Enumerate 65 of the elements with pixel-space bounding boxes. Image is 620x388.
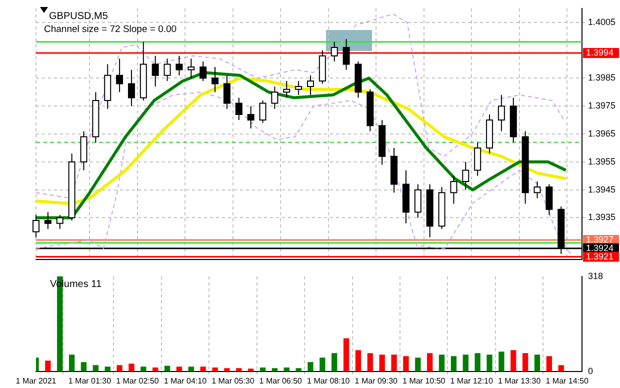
y-tick-label: 1.3945 <box>588 184 616 194</box>
y-tick-label: 318 <box>588 270 604 281</box>
bar <box>474 353 480 372</box>
bar <box>450 356 457 372</box>
bar <box>296 368 302 372</box>
bar <box>176 366 182 372</box>
x-tick-label: 1 Mar 02:50 <box>116 376 160 386</box>
ref-line-label: 1.3994 <box>586 48 614 58</box>
bar <box>522 353 528 372</box>
bar <box>546 356 552 372</box>
bar <box>68 354 75 372</box>
bar <box>427 353 433 372</box>
annotation: Channel size = 72 Slope = 0.00 <box>44 24 177 36</box>
bar <box>486 354 492 372</box>
bar <box>140 366 146 372</box>
bar <box>188 366 194 372</box>
x-tick-label: 1 Mar 04:10 <box>164 376 208 386</box>
bar <box>462 354 468 372</box>
bar <box>92 365 98 372</box>
y-tick-label: 1.3955 <box>588 156 616 166</box>
bar <box>308 362 314 372</box>
x-tick-label: 1 Mar 12:10 <box>450 376 494 386</box>
bar <box>558 365 564 372</box>
x-tick-label: 1 Mar 2021 <box>16 376 57 386</box>
line-series <box>36 13 565 199</box>
chart-title: GBPUSD,M5 <box>49 11 108 22</box>
bar <box>116 365 122 372</box>
ref-line-label: 1.3924 <box>586 242 614 253</box>
y-tick-label: 1.3965 <box>588 128 616 138</box>
bar <box>104 366 110 372</box>
x-tick-label: 1 Mar 08:10 <box>307 376 350 386</box>
y-tick-label: 1.3975 <box>588 100 616 111</box>
bar <box>332 353 338 372</box>
x-tick-label: 1 Mar 10:50 <box>402 376 446 386</box>
bar <box>200 366 206 372</box>
x-tick-label: 1 Mar 05:30 <box>212 376 255 386</box>
bar <box>415 358 421 372</box>
bar <box>510 350 516 372</box>
bar <box>343 338 350 372</box>
y-tick-label: 0 <box>588 366 594 376</box>
x-tick-label: 1 Mar 01:30 <box>68 376 112 386</box>
ref-line-label: 1.3921 <box>586 251 614 262</box>
bar <box>320 358 326 372</box>
bar <box>534 354 540 372</box>
x-tick-label: 1 Mar 06:50 <box>259 376 303 386</box>
bar <box>438 354 445 372</box>
bar <box>403 356 409 372</box>
ref-line-label: 1.3927 <box>586 234 614 245</box>
bar <box>355 350 362 372</box>
x-tick-label: 1 Mar 09:30 <box>354 376 398 386</box>
bar <box>498 352 504 372</box>
bar <box>367 353 373 372</box>
bar <box>391 354 397 372</box>
y-tick-label: 1.3985 <box>588 72 616 83</box>
y-tick-label: 1.3935 <box>588 212 616 222</box>
bar <box>212 367 218 372</box>
bar <box>45 360 51 372</box>
bar <box>224 368 230 372</box>
x-tick-label: 1 Mar 14:50 <box>546 376 589 386</box>
bar <box>379 354 385 372</box>
y-tick-label: 1.4005 <box>588 16 616 27</box>
bar <box>80 362 87 372</box>
bar <box>128 364 134 372</box>
x-tick-label: 1 Mar 13:30 <box>498 376 542 386</box>
bar <box>164 366 170 372</box>
